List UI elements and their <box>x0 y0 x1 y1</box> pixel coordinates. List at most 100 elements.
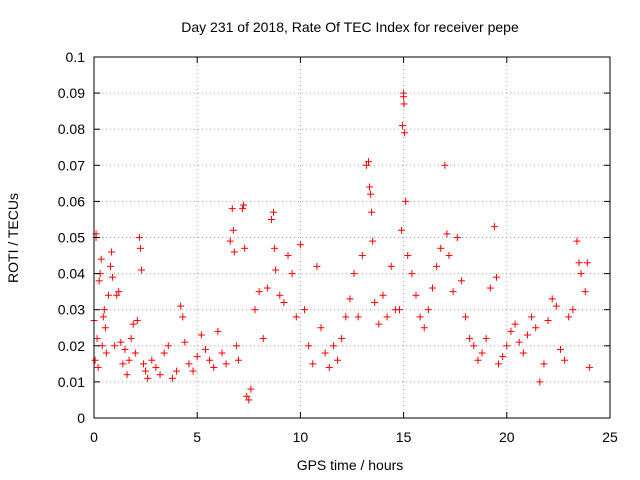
data-point <box>93 335 101 343</box>
data-point <box>548 295 556 303</box>
x-tick-label: 20 <box>499 429 515 445</box>
data-point <box>99 313 107 321</box>
data-point <box>585 363 593 371</box>
data-point <box>127 335 135 343</box>
data-point <box>329 342 337 350</box>
data-point <box>540 360 548 368</box>
data-point <box>365 158 373 166</box>
data-point <box>309 360 317 368</box>
data-point <box>399 122 407 130</box>
chart-title: Day 231 of 2018, Rate Of TEC Index for r… <box>181 19 519 35</box>
data-point <box>569 306 577 314</box>
data-point <box>371 298 379 306</box>
data-point <box>334 356 342 364</box>
data-point <box>181 338 189 346</box>
x-tick-label: 5 <box>193 429 201 445</box>
data-point <box>239 205 247 213</box>
data-point <box>528 313 536 321</box>
y-tick-label: 0.1 <box>66 49 86 65</box>
data-point <box>466 335 474 343</box>
data-point <box>552 302 560 310</box>
data-point <box>387 262 395 270</box>
data-point <box>490 223 498 231</box>
x-tick-label: 10 <box>293 429 309 445</box>
y-tick-label: 0.08 <box>58 121 85 137</box>
data-point <box>135 234 143 241</box>
data-point <box>474 356 482 364</box>
axis-ticks: 0 5 10 15 20 25 0 0.01 0.02 0.03 0.04 0.05 0.06 0.07 0… <box>58 49 618 445</box>
data-point <box>338 335 346 343</box>
data-point <box>263 284 271 292</box>
data-point <box>420 324 428 332</box>
data-point <box>228 205 236 213</box>
data-point <box>296 241 304 249</box>
data-point <box>398 226 406 234</box>
data-point <box>462 313 470 321</box>
data-point <box>408 270 416 278</box>
data-point <box>95 277 103 285</box>
x-tick-label: 15 <box>396 429 412 445</box>
data-point <box>424 306 432 314</box>
data-point <box>362 161 370 169</box>
data-point <box>519 349 527 357</box>
y-tick-label: 0.01 <box>58 374 85 390</box>
x-tick-label: 0 <box>90 429 98 445</box>
data-point <box>148 356 156 364</box>
data-point <box>121 345 129 353</box>
data-point <box>177 302 185 310</box>
data-point <box>499 353 507 361</box>
data-point <box>428 284 436 292</box>
data-point <box>325 363 333 371</box>
data-point <box>449 288 457 296</box>
data-point <box>243 392 251 400</box>
data-point <box>131 349 139 357</box>
data-point <box>185 360 193 368</box>
data-point <box>305 342 313 350</box>
data-point <box>97 255 105 263</box>
data-point <box>234 356 242 364</box>
data-point <box>561 356 569 364</box>
data-point <box>280 298 288 306</box>
data-point <box>206 356 214 364</box>
data-point <box>523 331 531 339</box>
data-point <box>201 345 209 353</box>
data-point <box>226 237 234 245</box>
data-point <box>214 327 222 335</box>
data-point <box>383 313 391 321</box>
data-point <box>222 360 230 368</box>
data-point <box>437 244 445 252</box>
y-tick-label: 0.04 <box>58 266 85 282</box>
data-point <box>218 349 226 357</box>
data-point <box>441 161 449 169</box>
data-point <box>575 259 583 267</box>
data-point <box>433 262 441 270</box>
data-point <box>416 313 424 321</box>
data-point <box>577 270 585 278</box>
data-point <box>144 374 152 382</box>
data-point <box>125 356 133 364</box>
data-point <box>404 252 412 260</box>
data-point <box>379 291 387 299</box>
data-point <box>156 371 164 379</box>
data-point <box>495 360 503 368</box>
data-point <box>412 291 420 299</box>
data-point <box>119 360 127 368</box>
x-tick-label: 25 <box>602 429 618 445</box>
data-point <box>375 320 383 328</box>
data-point <box>573 237 581 245</box>
data-point <box>503 342 511 350</box>
data-point <box>368 208 376 216</box>
data-point <box>164 342 172 350</box>
data-point <box>400 100 408 108</box>
data-point <box>104 291 112 299</box>
y-tick-label: 0.06 <box>58 193 85 209</box>
data-point <box>197 331 205 339</box>
data-point <box>271 244 279 252</box>
data-point <box>400 93 408 101</box>
data-point <box>255 288 263 296</box>
data-point <box>492 273 500 281</box>
data-point <box>317 324 325 332</box>
data-point <box>478 349 486 357</box>
data-point <box>189 367 197 375</box>
